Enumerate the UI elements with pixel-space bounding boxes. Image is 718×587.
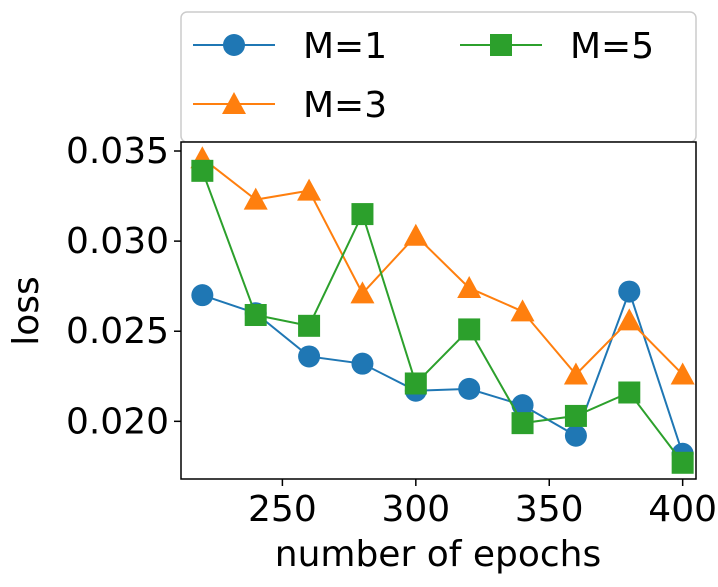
legend-entry: M=3	[193, 85, 387, 126]
y-axis-label: loss	[6, 276, 47, 346]
x-tick-label: 300	[381, 489, 450, 530]
x-tick-label: 400	[648, 489, 717, 530]
data-point	[244, 304, 267, 327]
data-point	[191, 284, 214, 307]
legend: M=1 M=3 M=5	[193, 26, 654, 126]
data-point	[351, 352, 374, 375]
data-point	[404, 372, 427, 395]
data-point	[458, 318, 481, 341]
x-axis-ticks: 250 300 350 400	[248, 479, 717, 530]
data-point	[403, 223, 428, 246]
data-point	[298, 314, 321, 337]
y-tick-label: 0.035	[66, 131, 169, 172]
data-point	[350, 281, 375, 304]
data-point	[564, 404, 587, 427]
series-M=5	[191, 159, 694, 474]
x-tick-label: 250	[248, 489, 317, 530]
data-point	[243, 187, 268, 210]
y-axis-ticks: 0.020 0.025 0.030 0.035	[66, 131, 181, 442]
series-line	[201, 157, 684, 376]
legend-marker	[222, 92, 246, 114]
data-point	[510, 299, 535, 322]
series-layer	[190, 146, 695, 474]
data-point	[671, 451, 694, 474]
y-tick-label: 0.030	[66, 221, 169, 262]
data-point	[351, 203, 374, 226]
data-point	[458, 377, 481, 400]
x-tick-label: 350	[515, 489, 584, 530]
legend-label: M=5	[570, 26, 654, 67]
y-tick-label: 0.025	[66, 311, 169, 352]
data-point	[191, 159, 214, 182]
series-line	[202, 288, 684, 455]
data-point	[618, 280, 641, 303]
legend-label: M=3	[303, 85, 387, 126]
x-axis-label: number of epochs	[275, 534, 601, 575]
legend-marker	[490, 34, 512, 56]
y-tick-label: 0.020	[66, 401, 169, 442]
legend-label: M=1	[303, 26, 387, 67]
plot-frame	[180, 141, 697, 480]
data-point	[297, 178, 322, 201]
data-point	[298, 345, 321, 368]
data-point	[564, 424, 587, 447]
legend-entry: M=5	[460, 26, 654, 67]
legend-entry: M=1	[193, 26, 387, 67]
data-point	[617, 308, 642, 331]
data-point	[563, 362, 588, 385]
data-point	[511, 412, 534, 435]
data-point	[457, 275, 482, 298]
series-line	[201, 170, 684, 464]
series-M=3	[190, 146, 695, 385]
data-point	[670, 362, 695, 385]
data-point	[618, 381, 641, 404]
data-point	[511, 394, 534, 417]
legend-marker	[223, 34, 245, 56]
